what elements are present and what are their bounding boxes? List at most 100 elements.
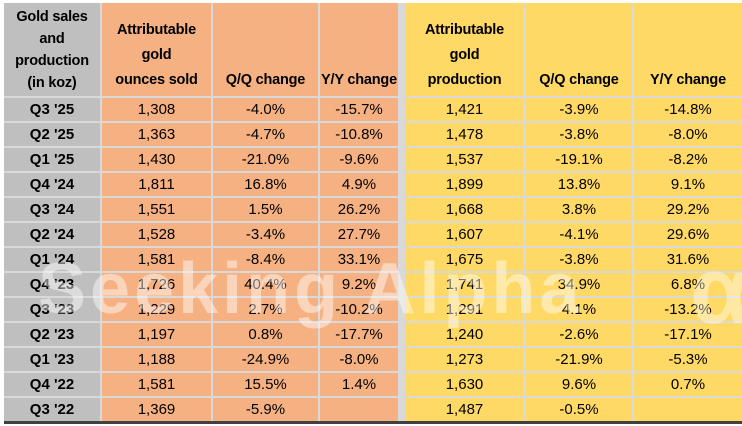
sold-qq-change: -3.4% <box>213 223 318 246</box>
sold-qq-change: 16.8% <box>213 173 318 196</box>
production-qq-change: -3.8% <box>526 123 632 146</box>
production-value: 1,487 <box>405 398 524 421</box>
col-header-production-qq-change: Q/Q change <box>526 3 632 96</box>
production-qq-change: 9.6% <box>526 373 632 396</box>
sold-value: 1,197 <box>102 323 211 346</box>
sold-yy-change: -10.2% <box>320 298 398 321</box>
production-value: 1,478 <box>405 123 524 146</box>
production-value: 1,537 <box>405 148 524 171</box>
sold-value: 1,430 <box>102 148 211 171</box>
production-qq-change: -0.5% <box>526 398 632 421</box>
quarter-label: Q4 '23 <box>4 273 100 296</box>
sold-yy-change: 1.4% <box>320 373 398 396</box>
sold-value: 1,528 <box>102 223 211 246</box>
quarter-label: Q2 '25 <box>4 123 100 146</box>
production-value: 1,741 <box>405 273 524 296</box>
sold-yy-change: -15.7% <box>320 98 398 121</box>
column-divider <box>400 3 403 96</box>
gold-sales-production-table: Gold sales and production (in koz) Attri… <box>4 3 742 424</box>
quarter-label: Q3 '25 <box>4 98 100 121</box>
production-value: 1,607 <box>405 223 524 246</box>
column-divider <box>400 198 403 221</box>
sold-yy-change: 33.1% <box>320 248 398 271</box>
quarter-label: Q4 '22 <box>4 373 100 396</box>
production-value: 1,421 <box>405 98 524 121</box>
sold-qq-change: -8.4% <box>213 248 318 271</box>
column-divider <box>400 148 403 171</box>
production-yy-change: 6.8% <box>634 273 742 296</box>
col-header-sold-qq-change: Q/Q change <box>213 3 318 96</box>
sold-yy-change: 27.7% <box>320 223 398 246</box>
sold-qq-change: -4.7% <box>213 123 318 146</box>
column-divider <box>400 123 403 146</box>
column-divider <box>400 248 403 271</box>
sold-value: 1,369 <box>102 398 211 421</box>
quarter-label: Q4 '24 <box>4 173 100 196</box>
production-yy-change: -5.3% <box>634 348 742 371</box>
sold-yy-change: 9.2% <box>320 273 398 296</box>
quarter-label: Q2 '23 <box>4 323 100 346</box>
production-yy-change: 0.7% <box>634 373 742 396</box>
production-qq-change: -21.9% <box>526 348 632 371</box>
sold-qq-change: 15.5% <box>213 373 318 396</box>
sold-value: 1,308 <box>102 98 211 121</box>
production-qq-change: -4.1% <box>526 223 632 246</box>
corner-header: Gold sales and production (in koz) <box>4 3 100 96</box>
sold-qq-change: 2.7% <box>213 298 318 321</box>
sold-value: 1,551 <box>102 198 211 221</box>
sold-value: 1,229 <box>102 298 211 321</box>
column-divider <box>400 298 403 321</box>
sold-yy-change: -9.6% <box>320 148 398 171</box>
production-yy-change: -13.2% <box>634 298 742 321</box>
production-qq-change: -19.1% <box>526 148 632 171</box>
production-qq-change: 13.8% <box>526 173 632 196</box>
column-divider <box>400 98 403 121</box>
col-header-ounces-sold: Attributable gold ounces sold <box>102 3 211 96</box>
production-qq-change: -3.9% <box>526 98 632 121</box>
col-header-production-yy-change: Y/Y change <box>634 3 742 96</box>
column-divider <box>400 223 403 246</box>
production-yy-change: 29.2% <box>634 198 742 221</box>
production-qq-change: 4.1% <box>526 298 632 321</box>
quarter-label: Q1 '23 <box>4 348 100 371</box>
sold-qq-change: -24.9% <box>213 348 318 371</box>
sold-value: 1,581 <box>102 248 211 271</box>
column-divider <box>400 323 403 346</box>
sold-yy-change: -10.8% <box>320 123 398 146</box>
sold-value: 1,188 <box>102 348 211 371</box>
sold-qq-change: -5.9% <box>213 398 318 421</box>
sold-qq-change: 1.5% <box>213 198 318 221</box>
sold-value: 1,726 <box>102 273 211 296</box>
column-divider <box>400 373 403 396</box>
production-yy-change: -14.8% <box>634 98 742 121</box>
production-value: 1,240 <box>405 323 524 346</box>
sold-yy-change <box>320 398 398 421</box>
column-divider <box>400 398 403 421</box>
sold-yy-change: -8.0% <box>320 348 398 371</box>
sold-qq-change: -4.0% <box>213 98 318 121</box>
col-header-production: Attributable gold production <box>405 3 524 96</box>
sold-yy-change: 26.2% <box>320 198 398 221</box>
production-value: 1,668 <box>405 198 524 221</box>
production-yy-change: 29.6% <box>634 223 742 246</box>
column-divider <box>400 173 403 196</box>
production-yy-change: -8.2% <box>634 148 742 171</box>
production-value: 1,273 <box>405 348 524 371</box>
sold-value: 1,581 <box>102 373 211 396</box>
sold-qq-change: 40.4% <box>213 273 318 296</box>
quarter-label: Q3 '23 <box>4 298 100 321</box>
quarter-label: Q1 '24 <box>4 248 100 271</box>
production-value: 1,675 <box>405 248 524 271</box>
sold-value: 1,811 <box>102 173 211 196</box>
quarter-label: Q1 '25 <box>4 148 100 171</box>
sold-yy-change: 4.9% <box>320 173 398 196</box>
sold-yy-change: -17.7% <box>320 323 398 346</box>
production-value: 1,899 <box>405 173 524 196</box>
production-qq-change: -2.6% <box>526 323 632 346</box>
production-yy-change: 9.1% <box>634 173 742 196</box>
quarter-label: Q2 '24 <box>4 223 100 246</box>
sold-value: 1,363 <box>102 123 211 146</box>
sold-qq-change: -21.0% <box>213 148 318 171</box>
column-divider <box>400 273 403 296</box>
